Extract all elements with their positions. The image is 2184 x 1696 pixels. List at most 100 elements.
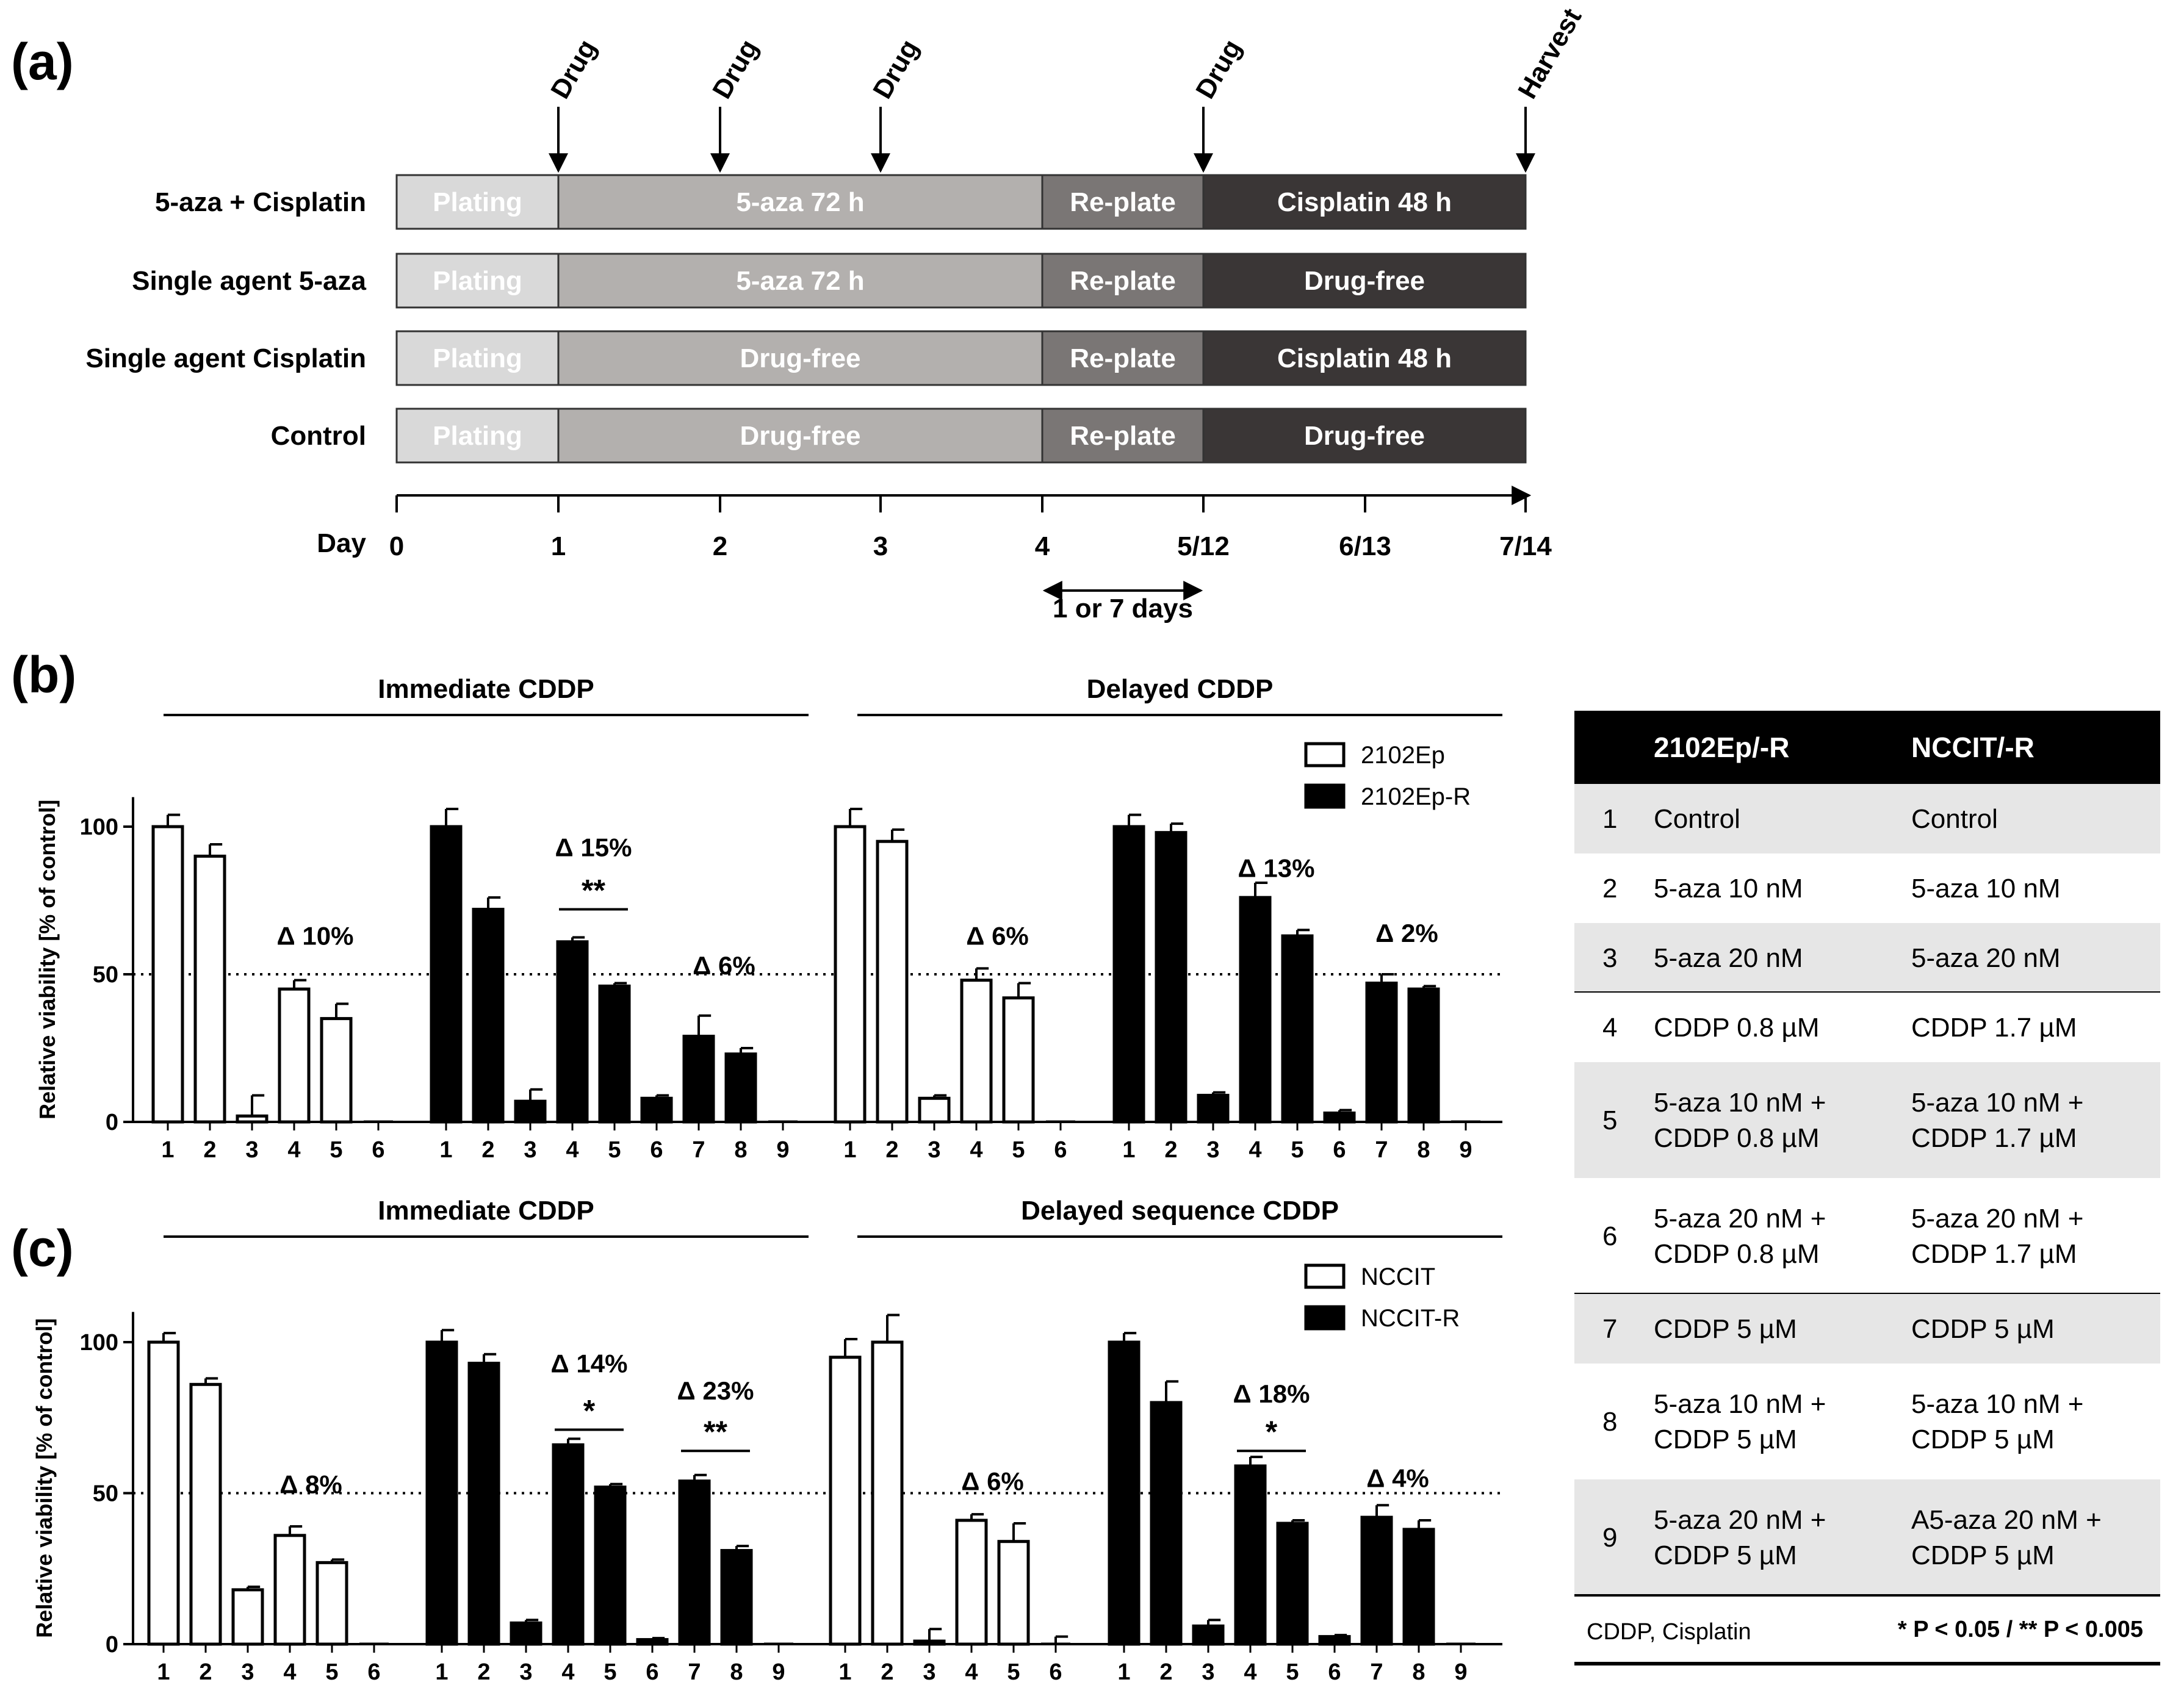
bar — [1239, 896, 1272, 1124]
table-row — [1574, 1178, 2160, 1294]
x-tick-label: 9 — [772, 1659, 785, 1685]
x-tick-label: 7 — [1370, 1659, 1383, 1685]
x-tick-label: 6 — [372, 1137, 384, 1163]
table-cell: 5-aza 10 nM — [1654, 874, 1803, 904]
x-tick-label: 4 — [287, 1137, 300, 1163]
significance-stars: * — [583, 1394, 596, 1428]
table-header-label: NCCIT/-R — [1911, 731, 2034, 763]
bar — [1108, 1340, 1141, 1646]
table-cell: 5-aza 10 nM + — [1654, 1088, 1826, 1118]
bar — [1360, 1515, 1393, 1646]
x-tick-label: 7 — [692, 1137, 705, 1163]
bar — [682, 1035, 715, 1124]
bar — [724, 1052, 757, 1124]
bar — [598, 984, 631, 1124]
legend-label: NCCIT — [1361, 1263, 1435, 1290]
legend-swatch — [1304, 1263, 1346, 1289]
bar — [997, 1540, 1030, 1646]
x-tick-label: 3 — [923, 1659, 935, 1685]
timeline-segment — [395, 330, 560, 386]
event-label: Drug — [707, 35, 764, 104]
delta-label: Δ 6% — [966, 922, 1029, 950]
x-tick-label: 6 — [367, 1659, 380, 1685]
x-tick-label: 4 — [970, 1137, 982, 1163]
bar — [147, 1340, 180, 1646]
delta-label: Δ 2% — [1375, 919, 1438, 947]
x-tick-label: 6 — [1054, 1137, 1067, 1163]
timeline-segment-label: Drug-free — [1304, 421, 1425, 451]
table-cell: 5-aza 20 nM — [1911, 943, 2061, 973]
x-tick-label: 1 — [1122, 1137, 1135, 1163]
delta-label: Δ 18% — [1233, 1379, 1310, 1408]
timeline-segment — [1041, 174, 1205, 230]
table-cell: CDDP 5 µM — [1654, 1314, 1797, 1344]
x-tick-label: 2 — [1164, 1137, 1177, 1163]
bar — [1002, 996, 1035, 1124]
timeline-segment — [557, 174, 1043, 230]
table-row-number: 7 — [1602, 1314, 1617, 1344]
table-row — [1574, 1479, 2160, 1595]
timeline-panel: 5-aza + Cisplatin Plating 5-aza 72 h Re-pla… — [85, 3, 1587, 623]
bar — [829, 1356, 862, 1646]
timeline-segment-label: 5-aza 72 h — [736, 266, 864, 296]
x-tick-label: 7 — [1375, 1137, 1388, 1163]
legend-swatch — [1304, 742, 1346, 767]
x-tick-label: 3 — [1206, 1137, 1219, 1163]
bar — [552, 1443, 585, 1646]
x-tick-label: 3 — [1202, 1659, 1214, 1685]
table-cell: Control — [1911, 804, 1998, 834]
timeline-segment-label: Re-plate — [1070, 266, 1176, 296]
timeline-segment-label: Plating — [433, 343, 522, 373]
table-cell: 5-aza 20 nM + — [1654, 1204, 1826, 1234]
timeline-segment — [557, 253, 1043, 309]
table-row — [1574, 993, 2160, 1062]
x-tick-label: 2 — [881, 1659, 893, 1685]
x-tick-label: 5 — [1007, 1659, 1020, 1685]
bar — [1150, 1401, 1183, 1646]
bar — [913, 1639, 946, 1646]
bar — [640, 1096, 673, 1124]
delta-label: Δ 14% — [551, 1349, 628, 1378]
x-tick-label: 2 — [885, 1137, 898, 1163]
row-label-1: Single agent 5-aza — [132, 266, 366, 296]
day-tick-label: 0 — [389, 531, 404, 561]
timeline-segment-label: Plating — [433, 421, 522, 451]
x-tick-label: 2 — [481, 1137, 494, 1163]
bar — [320, 1017, 353, 1124]
x-tick-label: 6 — [650, 1137, 663, 1163]
x-tick-label: 8 — [730, 1659, 743, 1685]
x-tick-label: 9 — [776, 1137, 789, 1163]
table-cell: 5-aza 10 nM + — [1911, 1389, 2084, 1419]
x-tick-label: 1 — [1117, 1659, 1130, 1685]
bar — [472, 908, 505, 1124]
table-row-number: 5 — [1602, 1105, 1617, 1135]
table-row-number: 8 — [1602, 1407, 1617, 1437]
bar — [678, 1479, 711, 1646]
y-tick-label: 0 — [106, 1632, 118, 1658]
x-tick-label: 2 — [203, 1137, 216, 1163]
x-tick-label: 4 — [1249, 1137, 1261, 1163]
significance-stars: ** — [704, 1415, 727, 1449]
table-cell: CDDP 5 µM — [1654, 1425, 1797, 1454]
table-cell: CDDP 5 µM — [1911, 1314, 2055, 1344]
table-cell: CDDP 5 µM — [1911, 1425, 2055, 1454]
table-cell: CDDP 0.8 µM — [1654, 1013, 1820, 1043]
x-tick-label: 4 — [561, 1659, 574, 1685]
x-tick-label: 6 — [1333, 1137, 1346, 1163]
x-tick-label: 3 — [245, 1137, 258, 1163]
bar — [1197, 1093, 1230, 1124]
table-row — [1574, 1364, 2160, 1479]
x-tick-label: 5 — [1286, 1659, 1299, 1685]
timeline-segment-label: Cisplatin 48 h — [1277, 343, 1452, 373]
y-tick-label: 50 — [93, 962, 118, 988]
timeline-segment — [1202, 174, 1527, 230]
duration-label: 1 or 7 days — [1053, 594, 1193, 623]
table-row-number: 2 — [1602, 874, 1617, 904]
delta-label: Δ 13% — [1238, 853, 1315, 882]
delta-label: Δ 15% — [555, 833, 632, 861]
x-tick-label: 5 — [325, 1659, 338, 1685]
timeline-segment-label: 5-aza 72 h — [736, 187, 864, 217]
legend-swatch — [1304, 783, 1346, 809]
legend-label: NCCIT-R — [1361, 1305, 1460, 1332]
timeline-segment-label: Re-plate — [1070, 343, 1176, 373]
